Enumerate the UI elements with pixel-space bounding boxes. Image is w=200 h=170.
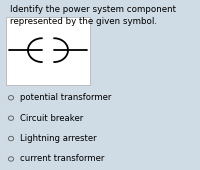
- FancyBboxPatch shape: [6, 17, 90, 85]
- Text: current transformer: current transformer: [20, 155, 104, 163]
- Text: Circuit breaker: Circuit breaker: [20, 114, 83, 123]
- Text: Identify the power system component
represented by the given symbol.: Identify the power system component repr…: [10, 5, 176, 26]
- Text: potential transformer: potential transformer: [20, 93, 111, 102]
- Text: Lightning arrester: Lightning arrester: [20, 134, 97, 143]
